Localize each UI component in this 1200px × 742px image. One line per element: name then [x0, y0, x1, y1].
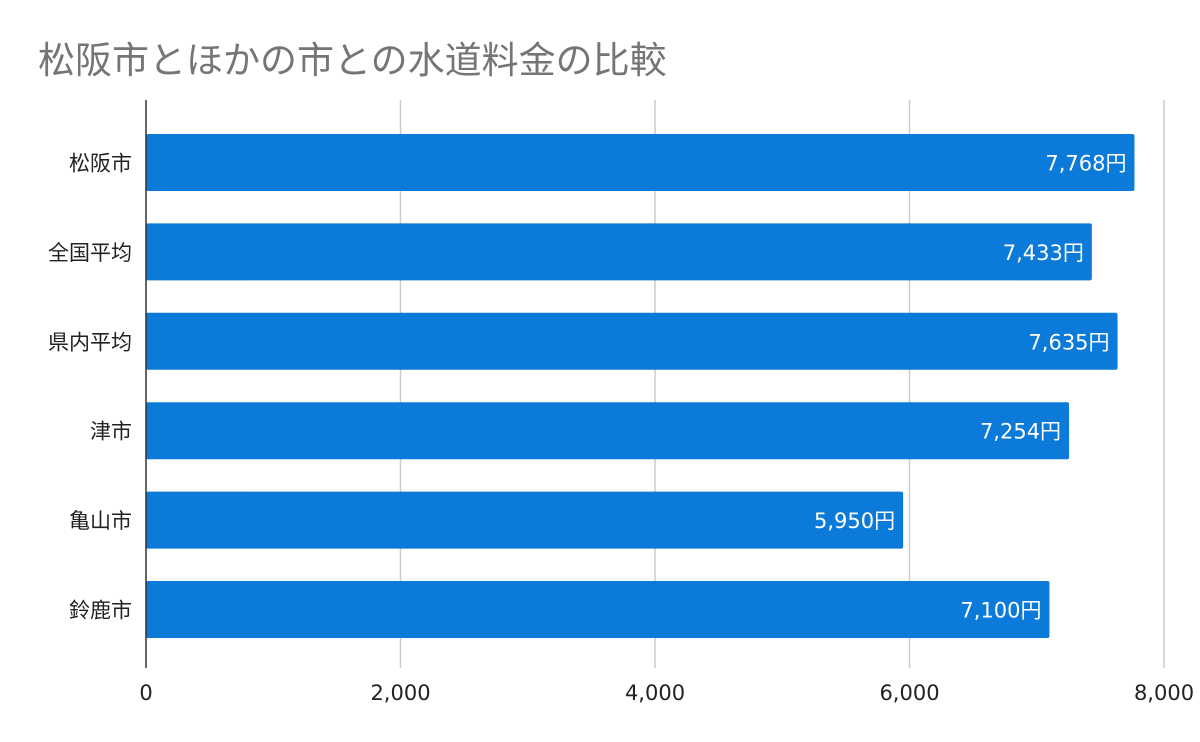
data-label: 7,635円 [1028, 330, 1109, 354]
bars [146, 134, 1135, 638]
category-label: 亀山市 [69, 509, 132, 533]
data-label: 5,950円 [814, 509, 895, 533]
x-tick-label: 0 [139, 681, 152, 705]
bar [146, 402, 1070, 460]
category-label: 鈴鹿市 [69, 599, 132, 623]
data-label: 7,433円 [1003, 241, 1084, 265]
data-label: 7,254円 [980, 420, 1061, 444]
category-label: 松阪市 [69, 152, 132, 176]
data-label: 7,100円 [960, 599, 1041, 623]
x-tick-label: 6,000 [879, 681, 939, 705]
category-label: 全国平均 [48, 241, 132, 265]
bar [146, 223, 1092, 281]
x-tick-label: 4,000 [625, 681, 685, 705]
gridlines [399, 100, 1165, 668]
bar [146, 312, 1118, 370]
bar [146, 134, 1135, 191]
data-label: 7,768円 [1045, 152, 1126, 176]
chart-title: 松阪市とほかの市との水道料金の比較 [38, 39, 667, 82]
category-label: 津市 [90, 420, 132, 444]
category-label: 県内平均 [48, 330, 132, 354]
bar [146, 491, 904, 549]
bar [146, 581, 1050, 638]
x-tick-label: 2,000 [370, 681, 430, 705]
x-tick-label: 8,000 [1134, 681, 1194, 705]
